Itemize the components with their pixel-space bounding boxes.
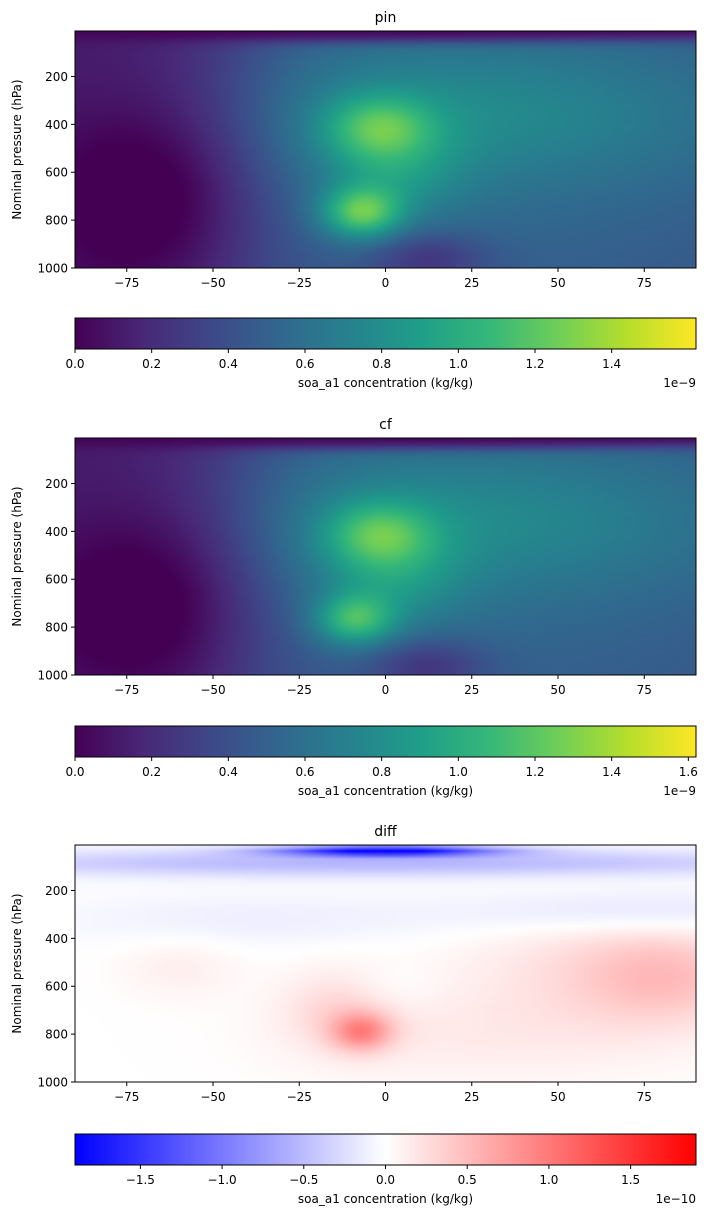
x-tick-label: 75 — [637, 276, 652, 290]
x-tick-label: 0 — [382, 276, 390, 290]
colorbar-tick-label: 0.6 — [295, 765, 314, 779]
x-tick-label: 25 — [464, 276, 479, 290]
colorbar-label: soa_a1 concentration (kg/kg) — [298, 1192, 473, 1206]
colorbar-tick-label: 1.0 — [449, 765, 468, 779]
y-axis-label: Nominal pressure (hPa) — [10, 79, 24, 219]
x-tick-label: 25 — [464, 683, 479, 697]
colorbar-tick-label: 1.4 — [602, 765, 621, 779]
panel-diff: diff −75 −50 −25 0 25 50 75 200 400 600 800 1000 Nomi… — [10, 824, 697, 1206]
y-axis-label: Nominal pressure (hPa) — [10, 486, 24, 626]
x-tick-label: 0 — [382, 683, 390, 697]
colorbar-tick-label: 0.2 — [142, 765, 161, 779]
y-tick-label: 600 — [45, 980, 68, 994]
colorbar-tick-label: 0.0 — [376, 1173, 395, 1187]
colorbar-tick-label: −0.5 — [289, 1173, 318, 1187]
y-tick-label: 400 — [45, 525, 68, 539]
panel-cf: cf −75 −50 −25 0 25 50 75 200 400 600 800 1000 Nomina… — [10, 417, 698, 798]
y-tick-label: 800 — [45, 1028, 68, 1042]
colorbar — [74, 1133, 697, 1166]
x-tick-label: −25 — [287, 276, 312, 290]
panel-title: pin — [375, 10, 397, 26]
x-tick-label: 50 — [550, 683, 565, 697]
colorbar-tick-label: −1.5 — [126, 1173, 155, 1187]
colorbar-tick-label: 0.8 — [372, 765, 391, 779]
y-axis-label: Nominal pressure (hPa) — [10, 893, 24, 1033]
x-tick-label: −25 — [287, 683, 312, 697]
colorbar-tick-label: 1.4 — [602, 357, 621, 371]
colorbar-tick-label: 1.5 — [621, 1173, 640, 1187]
x-tick-label: −50 — [200, 1090, 225, 1104]
colorbar-label: soa_a1 concentration (kg/kg) — [298, 376, 473, 390]
colorbar — [74, 317, 697, 350]
colorbar-tick-label: 0.8 — [372, 357, 391, 371]
colorbar-tick-label: 0.0 — [65, 357, 84, 371]
colorbar-tick-label: 0.4 — [219, 357, 238, 371]
x-tick-label: −50 — [200, 276, 225, 290]
colorbar-tick-label: 0.4 — [219, 765, 238, 779]
y-tick-label: 400 — [45, 118, 68, 132]
x-tick-label: −75 — [114, 276, 139, 290]
colorbar-tick-label: 0.6 — [295, 357, 314, 371]
colorbar-tick-label: 1.0 — [449, 357, 468, 371]
y-tick-label: 800 — [45, 214, 68, 228]
y-tick-label: 600 — [45, 166, 68, 180]
y-tick-label: 1000 — [37, 669, 68, 683]
y-tick-label: 1000 — [37, 1076, 68, 1090]
y-tick-label: 800 — [45, 621, 68, 635]
panel-title: cf — [379, 417, 393, 433]
heatmap-pin — [75, 31, 696, 268]
x-tick-label: 75 — [637, 1090, 652, 1104]
colorbar-offset: 1e−9 — [663, 376, 696, 390]
colorbar-tick-label: 0.0 — [65, 765, 84, 779]
y-tick-label: 1000 — [37, 262, 68, 276]
colorbar — [74, 725, 697, 758]
x-tick-label: −50 — [200, 683, 225, 697]
colorbar-tick-label: 1.0 — [539, 1173, 558, 1187]
x-tick-label: 0 — [382, 1090, 390, 1104]
panel-title: diff — [374, 824, 397, 840]
colorbar-tick-label: 1.2 — [525, 765, 544, 779]
panel-pin: pin −75 −50 −25 0 25 50 75 200 400 600 800 1000 Nomin… — [10, 10, 697, 390]
colorbar-offset: 1e−9 — [663, 784, 696, 798]
colorbar-tick-label: −1.0 — [208, 1173, 237, 1187]
y-tick-label: 400 — [45, 932, 68, 946]
heatmap-cf — [75, 438, 696, 675]
x-tick-label: −25 — [287, 1090, 312, 1104]
x-tick-label: −75 — [114, 683, 139, 697]
x-tick-label: 25 — [464, 1090, 479, 1104]
x-tick-label: 75 — [637, 683, 652, 697]
colorbar-offset: 1e−10 — [656, 1192, 696, 1206]
y-tick-label: 200 — [45, 70, 68, 84]
x-tick-label: −75 — [114, 1090, 139, 1104]
heatmap-diff — [75, 845, 696, 1082]
colorbar-tick-label: 1.2 — [525, 357, 544, 371]
x-tick-label: 50 — [550, 1090, 565, 1104]
colorbar-label: soa_a1 concentration (kg/kg) — [298, 784, 473, 798]
colorbar-tick-label: 1.6 — [679, 765, 698, 779]
y-tick-label: 600 — [45, 573, 68, 587]
y-tick-label: 200 — [45, 477, 68, 491]
colorbar-tick-label: 0.5 — [458, 1173, 477, 1187]
colorbar-tick-label: 0.2 — [142, 357, 161, 371]
y-tick-label: 200 — [45, 884, 68, 898]
x-tick-label: 50 — [550, 276, 565, 290]
